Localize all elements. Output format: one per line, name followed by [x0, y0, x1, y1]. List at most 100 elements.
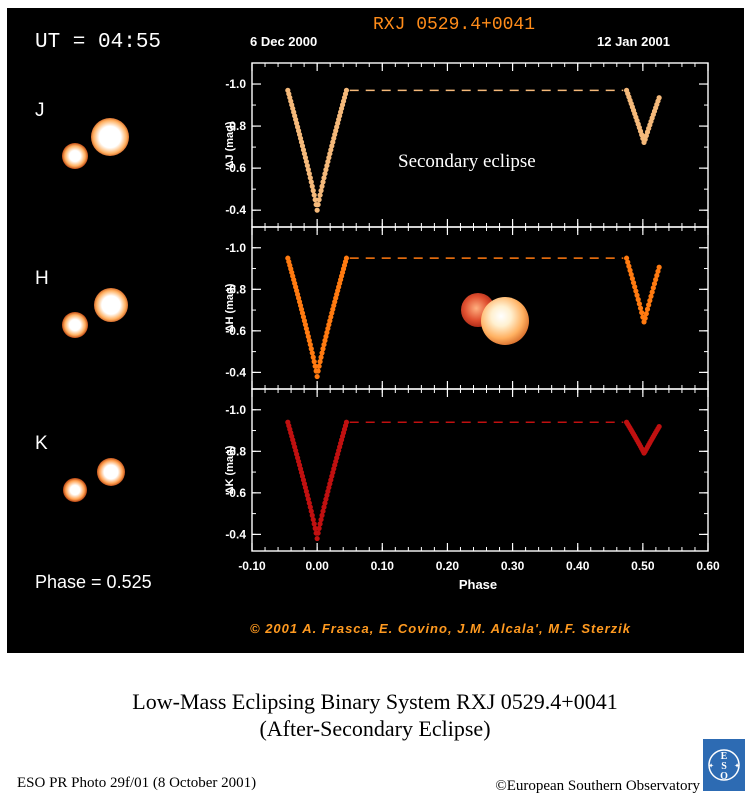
data-point-j [322, 171, 328, 177]
secondary-eclipse-annotation: Secondary eclipse [398, 151, 536, 172]
x-tick-label: 0.50 [631, 559, 655, 573]
data-point-h [302, 322, 309, 328]
data-point-j [316, 197, 322, 203]
star-image-k-large [97, 458, 125, 486]
x-tick-label: 0.20 [436, 559, 460, 573]
data-point-k [323, 496, 329, 502]
y-tick-label: -1.0 [225, 403, 246, 417]
y-tick-label: -0.6 [225, 324, 246, 338]
x-tick-label: -0.10 [238, 559, 266, 573]
data-point-h [318, 354, 324, 360]
data-point-h [650, 285, 656, 291]
data-point-k [310, 516, 316, 523]
binary-illustration-primary-star [481, 297, 529, 345]
data-point-h [315, 368, 321, 374]
y-tick-label: -0.8 [225, 444, 246, 458]
data-point-h [642, 315, 648, 321]
data-point-j [309, 183, 315, 189]
date-end: 12 Jan 2001 [597, 34, 671, 49]
data-point-k [317, 521, 323, 527]
data-point-h [323, 333, 329, 340]
data-point-k [306, 500, 312, 506]
svg-text:S: S [721, 761, 727, 772]
star-image-j-small [62, 143, 88, 169]
data-point-h [654, 272, 660, 279]
data-point-h [634, 292, 640, 298]
eso-logo: E S O ✦ ✦ [703, 739, 745, 791]
data-point-j [317, 192, 323, 198]
data-point-h [626, 263, 632, 269]
y-axis-label-h: ΔH (mag) [224, 283, 236, 332]
data-point-k [315, 530, 321, 536]
phase-value-label: Phase = 0.525 [35, 572, 152, 592]
data-point-j [343, 87, 350, 93]
data-point-h [655, 268, 661, 274]
credit-line: © 2001 A. Frasca, E. Covino, J.M. Alcala… [250, 621, 631, 636]
data-point-h [633, 288, 639, 294]
band-label-k: K [35, 433, 48, 454]
data-point-h [303, 325, 309, 332]
data-point-h [309, 350, 315, 356]
x-tick-label: 0.60 [696, 559, 720, 573]
photo-id: ESO PR Photo 29f/01 (8 October 2001) [17, 775, 257, 791]
svg-text:O: O [720, 771, 728, 782]
data-point-k [309, 512, 315, 518]
data-point-h [304, 329, 310, 336]
x-tick-label: 0.10 [371, 559, 395, 573]
star-image-h-small [62, 312, 88, 338]
data-point-k [316, 525, 322, 531]
date-start: 6 Dec 2000 [250, 34, 318, 49]
data-point-h [305, 333, 311, 340]
data-point-h [639, 309, 645, 316]
data-point-k [311, 521, 317, 527]
y-tick-label: -0.8 [225, 119, 246, 133]
data-point-j [300, 147, 307, 153]
data-point-h [308, 346, 314, 352]
data-point-h [317, 359, 323, 365]
data-point-j [325, 158, 331, 165]
svg-text:✦: ✦ [734, 762, 740, 770]
data-point-j [327, 151, 333, 157]
data-point-j [304, 162, 310, 169]
data-point-j [311, 192, 317, 198]
y-tick-label: -0.8 [225, 282, 246, 296]
band-label-h: H [35, 268, 49, 289]
y-tick-label: -0.4 [225, 365, 246, 379]
data-point-h [325, 325, 331, 332]
data-point-k [308, 508, 314, 514]
data-point-j [302, 155, 309, 161]
x-axis-label: Phase [459, 577, 497, 592]
data-point-j [306, 171, 312, 177]
data-point-k [304, 492, 310, 498]
data-point-h [623, 255, 630, 261]
data-point-h [656, 264, 662, 270]
y-tick-label: -1.0 [225, 241, 246, 255]
data-point-h [649, 289, 655, 295]
data-point-h [651, 281, 658, 287]
data-point-h [643, 311, 649, 317]
data-point-h [637, 305, 644, 311]
panel-frame-k [251, 388, 709, 552]
figure-panel [7, 8, 744, 653]
y-tick-label: -0.4 [225, 527, 246, 541]
data-point-h [324, 329, 330, 336]
data-point-h [306, 337, 312, 344]
data-point-j [303, 158, 309, 165]
data-point-h [322, 337, 328, 344]
data-point-k [321, 504, 327, 510]
data-point-j [321, 175, 327, 181]
data-point-h [310, 354, 316, 360]
data-point-k [322, 500, 328, 506]
x-tick-label: 0.40 [566, 559, 590, 573]
panel-frame-j [251, 62, 709, 228]
star-image-h-large [94, 288, 128, 322]
data-point-h [653, 276, 659, 283]
y-tick-label: -1.0 [225, 77, 246, 91]
data-point-h [632, 284, 638, 290]
data-point-j [308, 179, 314, 185]
data-point-h [625, 259, 631, 265]
figure-title-line2: (After-Secondary Eclipse) [259, 716, 491, 741]
data-point-h [635, 296, 641, 303]
data-point-h [311, 359, 317, 365]
